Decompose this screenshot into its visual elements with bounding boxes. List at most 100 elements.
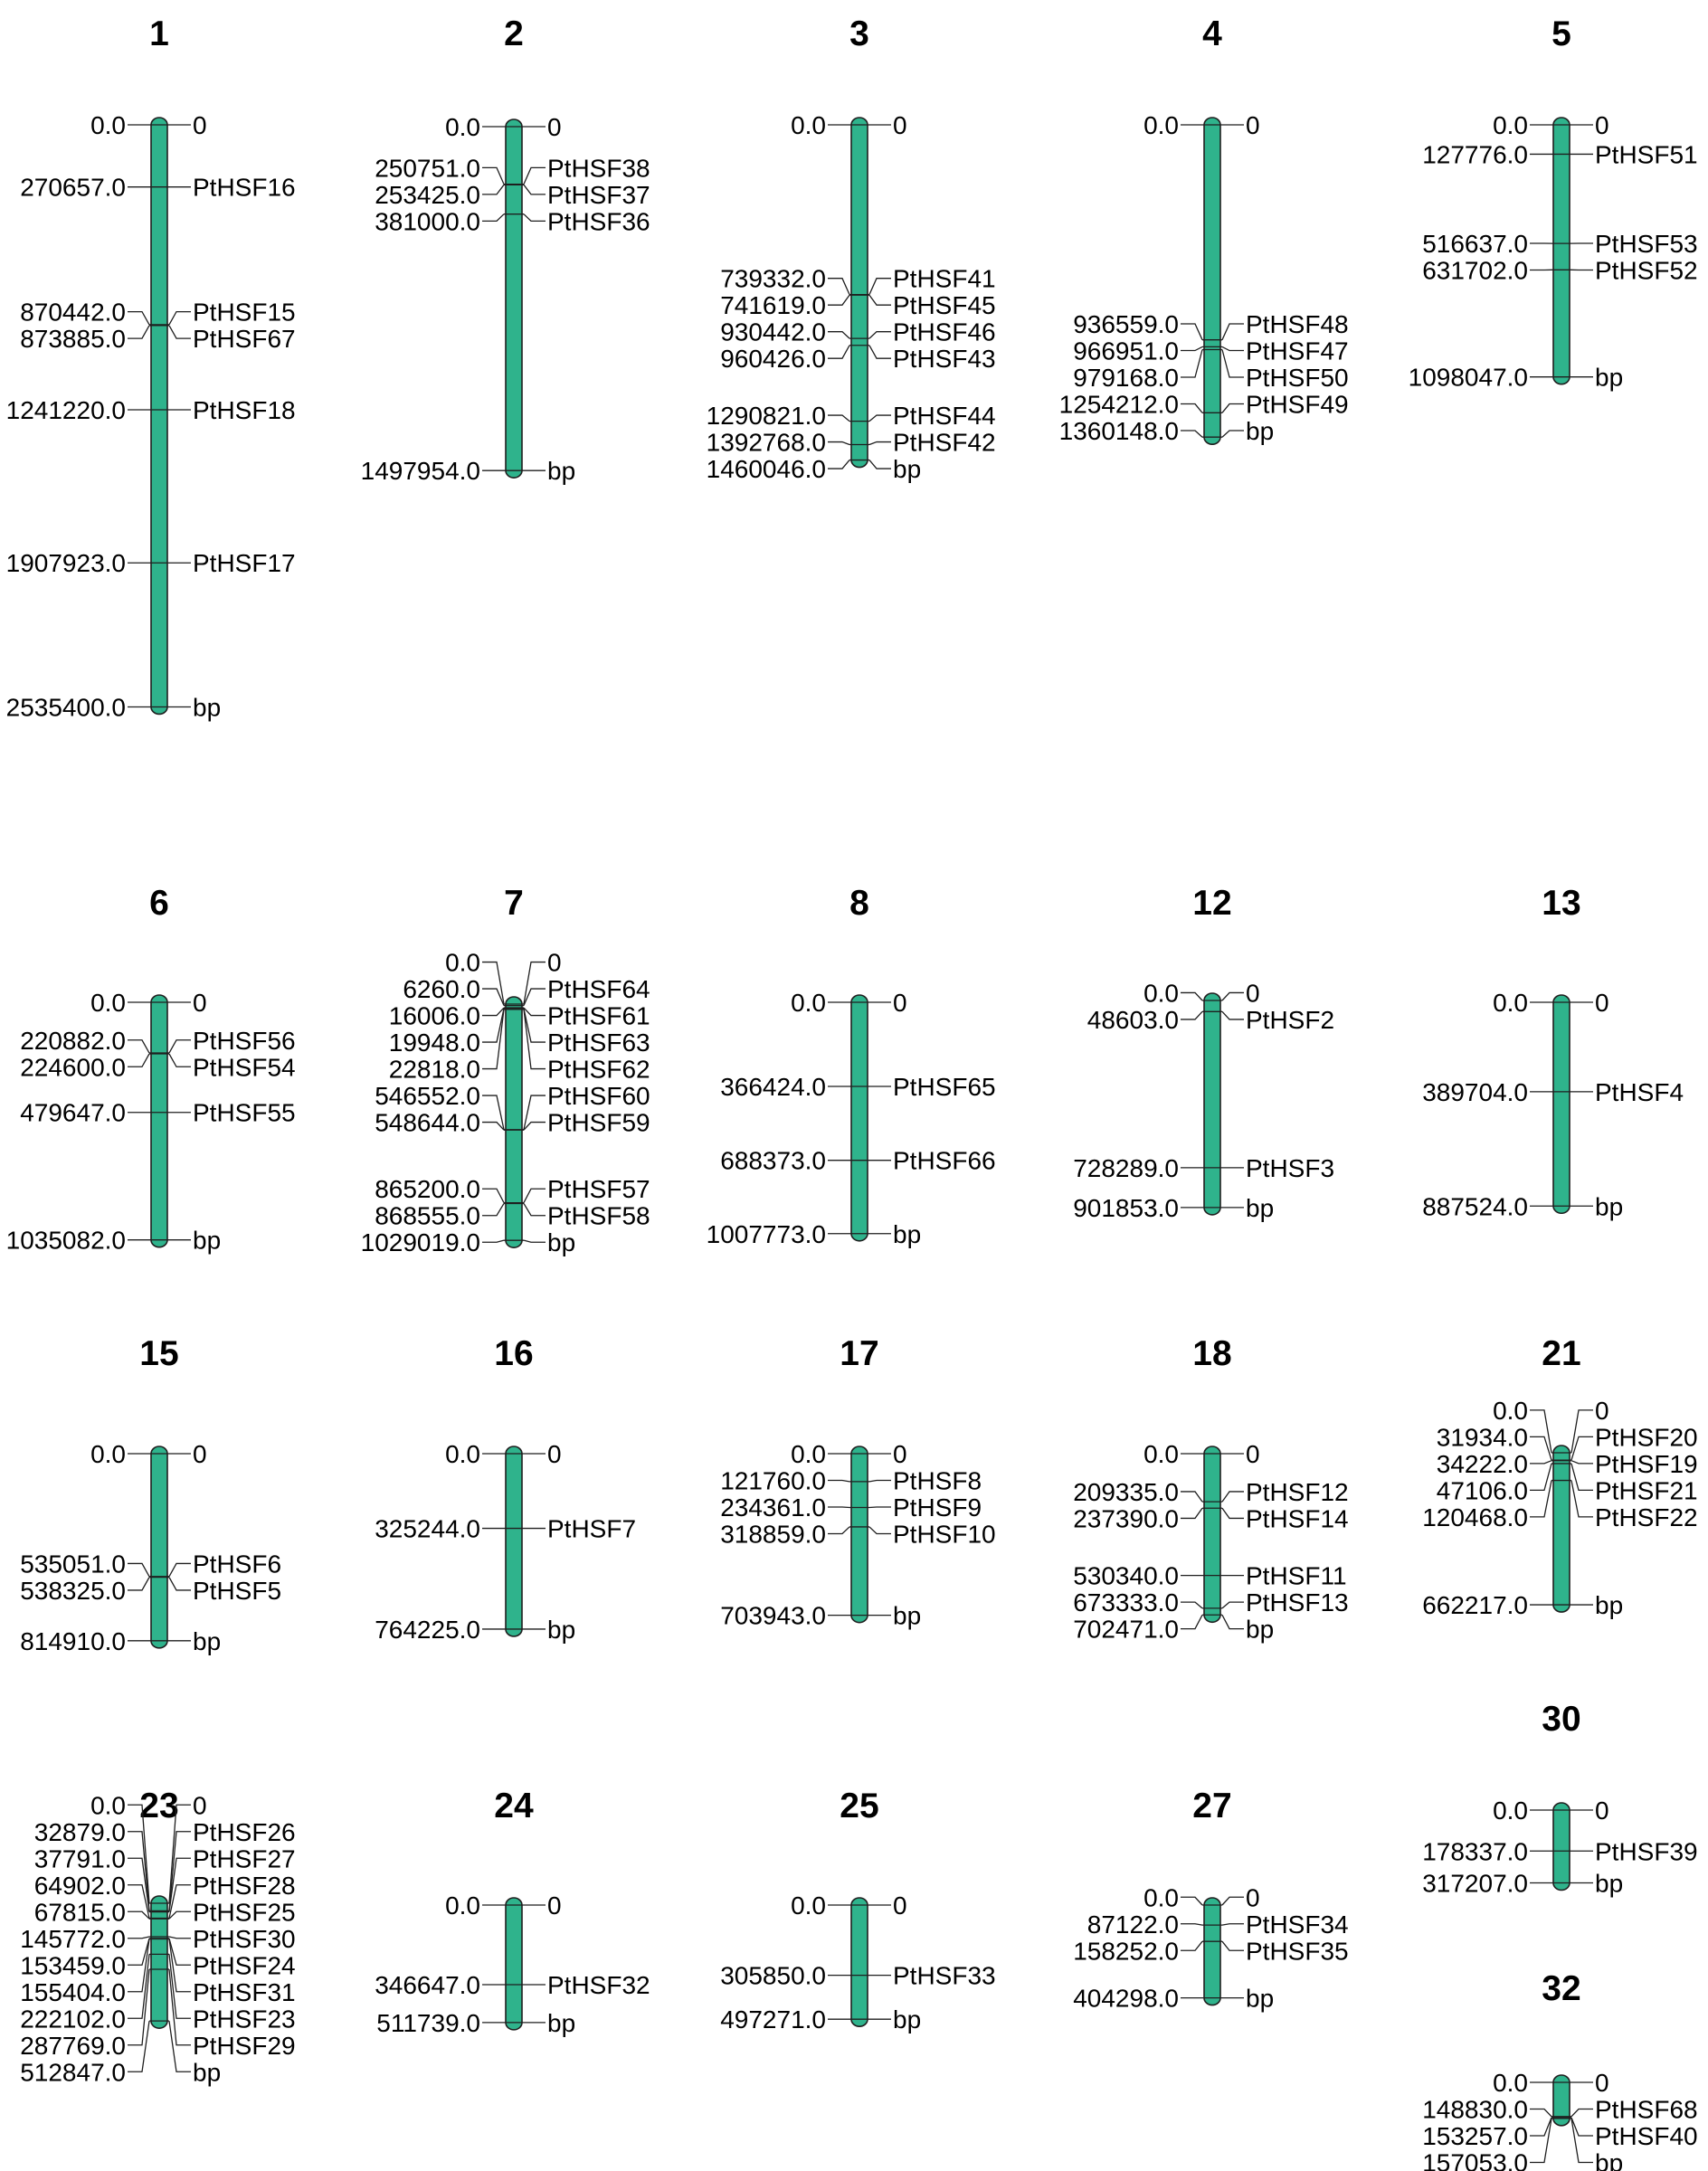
chromosome-21: 21 0.0 0 31934.0 PtHSF20 34222.0 PtHSF19 47106.… — [1422, 1334, 1697, 1619]
gene-connector — [168, 310, 191, 326]
position-label: 764225.0 — [375, 1616, 480, 1644]
gene-label: PtHSF45 — [893, 291, 996, 319]
gene-connector — [1221, 349, 1244, 378]
gene-connector — [523, 1188, 546, 1203]
position-label: 270657.0 — [20, 174, 126, 202]
position-connector — [128, 1884, 150, 1919]
gene-label: 0 — [1595, 989, 1609, 1017]
position-label: 966951.0 — [1073, 337, 1179, 365]
position-label: 222102.0 — [20, 2005, 126, 2033]
chromosome-13: 13 0.0 0 389704.0 PtHSF4 887524.0 bp — [1422, 884, 1684, 1220]
position-connector — [482, 1188, 505, 1203]
gene-label: PtHSF23 — [193, 2005, 296, 2033]
gene-label: PtHSF58 — [547, 1202, 650, 1230]
chromosome-24: 24 0.0 0 346647.0 PtHSF32 511739.0 bp — [375, 1787, 650, 2037]
chromosome-32: 32 0.0 0 148830.0 PtHSF68 153257.0 PtHSF40 1570… — [1422, 1969, 1697, 2171]
chromosome-title: 15 — [139, 1334, 178, 1373]
position-connector — [482, 1008, 505, 1043]
position-label: 209335.0 — [1073, 1478, 1179, 1506]
gene-label: PtHSF62 — [547, 1056, 650, 1084]
position-label: 153459.0 — [20, 1951, 126, 1979]
position-connector — [128, 1968, 150, 2046]
chromosome-title: 21 — [1542, 1334, 1580, 1373]
position-label: 157053.0 — [1422, 2149, 1528, 2171]
gene-label: PtHSF43 — [893, 345, 996, 373]
position-connector — [482, 184, 505, 195]
gene-label: bp — [1595, 1192, 1623, 1220]
position-label: 237390.0 — [1073, 1504, 1179, 1532]
gene-connector — [1570, 1409, 1593, 1454]
gene-connector — [168, 1954, 191, 2019]
position-label: 404298.0 — [1073, 1985, 1179, 2013]
gene-label: PtHSF49 — [1246, 391, 1349, 419]
position-label: 1254212.0 — [1059, 391, 1179, 419]
position-label: 728289.0 — [1073, 1154, 1179, 1182]
gene-label: PtHSF28 — [193, 1872, 296, 1900]
position-label: 0.0 — [90, 989, 126, 1017]
position-label: 814910.0 — [20, 1627, 126, 1655]
gene-connector — [168, 1936, 191, 1939]
chromosome-bar — [1203, 117, 1221, 446]
position-connector — [828, 414, 850, 422]
position-label: 1035082.0 — [6, 1227, 126, 1255]
gene-connector — [523, 1239, 546, 1243]
position-connector — [1181, 1614, 1203, 1630]
position-connector — [1181, 349, 1203, 378]
gene-label: PtHSF29 — [193, 2032, 296, 2060]
chromosome-bar — [850, 1446, 868, 1624]
gene-label: PtHSF15 — [193, 299, 296, 327]
chromosome-2: 2 0.0 0 250751.0 PtHSF38 253425.0 PtHSF37 38100… — [361, 14, 650, 485]
gene-label: 0 — [193, 1791, 207, 1819]
position-label: 250751.0 — [375, 154, 480, 182]
gene-label: PtHSF59 — [547, 1109, 650, 1137]
chromosome-18: 18 0.0 0 209335.0 PtHSF12 237390.0 PtHSF14 5303… — [1073, 1334, 1348, 1644]
gene-label: 0 — [193, 1440, 207, 1468]
gene-label: PtHSF52 — [1595, 256, 1698, 284]
gene-label: PtHSF50 — [1246, 364, 1349, 392]
gene-connector — [168, 1884, 191, 1919]
position-label: 0.0 — [791, 1440, 826, 1468]
position-label: 530340.0 — [1073, 1562, 1179, 1590]
gene-label: PtHSF7 — [547, 1515, 636, 1543]
position-connector — [482, 1121, 505, 1131]
gene-connector — [1570, 2108, 1593, 2118]
chromosome-25: 25 0.0 0 305850.0 PtHSF33 497271.0 bp — [720, 1787, 995, 2034]
position-label: 0.0 — [1143, 1440, 1179, 1468]
gene-connector — [1221, 346, 1244, 352]
chromosome-title: 4 — [1202, 14, 1222, 53]
position-label: 37791.0 — [34, 1844, 126, 1872]
gene-label: PtHSF40 — [1595, 2122, 1698, 2150]
position-label: 741619.0 — [720, 291, 826, 319]
position-label: 287769.0 — [20, 2032, 126, 2060]
gene-connector — [868, 441, 891, 446]
gene-connector — [523, 1007, 546, 1017]
gene-label: PtHSF42 — [893, 429, 996, 457]
chromosome-title: 1 — [149, 14, 169, 53]
gene-connector — [168, 1039, 191, 1054]
gene-label: PtHSF21 — [1595, 1476, 1698, 1504]
gene-connector — [523, 1095, 546, 1130]
chromosome-title: 27 — [1192, 1787, 1231, 1825]
chromosome-title: 25 — [840, 1787, 878, 1825]
position-connector — [128, 1857, 150, 1912]
gene-label: PtHSF55 — [193, 1099, 296, 1127]
chromosome-bar — [150, 1895, 168, 2029]
chromosome-bar — [1552, 117, 1570, 385]
chromosome-7: 7 0.0 0 6260.0 PtHSF64 16006.0 PtHSF61 19948.0 P… — [361, 884, 650, 1256]
gene-connector — [1570, 1436, 1593, 1461]
gene-connector — [868, 294, 891, 306]
position-label: 1360148.0 — [1059, 417, 1179, 445]
position-connector — [1530, 2108, 1552, 2118]
position-label: 739332.0 — [720, 265, 826, 293]
gene-label: 0 — [893, 111, 907, 139]
position-connector — [482, 1203, 505, 1217]
position-label: 512847.0 — [20, 2058, 126, 2086]
gene-label: PtHSF47 — [1246, 337, 1349, 365]
gene-connector — [168, 1939, 191, 1993]
position-label: 0.0 — [1143, 111, 1179, 139]
gene-connector — [1221, 1940, 1244, 1951]
gene-connector — [168, 1577, 191, 1591]
position-connector — [1181, 403, 1203, 413]
gene-connector — [168, 1804, 191, 1904]
